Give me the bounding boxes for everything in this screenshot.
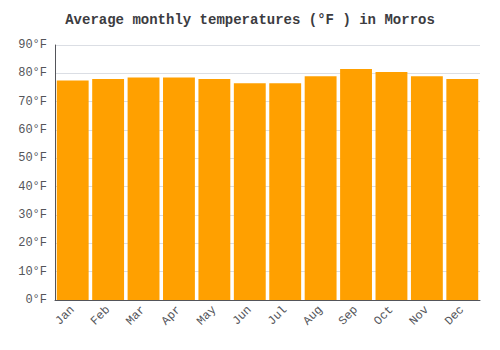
svg-text:90°F: 90°F	[18, 38, 47, 52]
svg-text:70°F: 70°F	[18, 95, 47, 109]
svg-text:80°F: 80°F	[18, 66, 47, 80]
svg-text:50°F: 50°F	[18, 151, 47, 165]
svg-text:Dec: Dec	[442, 303, 467, 328]
svg-text:Jan: Jan	[53, 303, 78, 328]
svg-text:Oct: Oct	[371, 303, 396, 328]
svg-text:0°F: 0°F	[25, 293, 47, 307]
svg-text:30°F: 30°F	[18, 208, 47, 222]
svg-text:Mar: Mar	[123, 303, 148, 328]
svg-text:Sep: Sep	[336, 303, 361, 328]
svg-text:Nov: Nov	[407, 303, 432, 328]
svg-text:20°F: 20°F	[18, 236, 47, 250]
svg-text:Apr: Apr	[159, 303, 184, 328]
svg-text:May: May	[194, 303, 219, 328]
svg-text:Aug: Aug	[300, 303, 325, 328]
svg-text:Jul: Jul	[265, 303, 290, 328]
svg-text:40°F: 40°F	[18, 180, 47, 194]
svg-text:Average monthly temperatures (: Average monthly temperatures (°F ) in Mo…	[65, 12, 435, 28]
svg-text:Feb: Feb	[88, 303, 113, 328]
svg-text:10°F: 10°F	[18, 265, 47, 279]
svg-text:Jun: Jun	[230, 303, 255, 328]
svg-text:60°F: 60°F	[18, 123, 47, 137]
